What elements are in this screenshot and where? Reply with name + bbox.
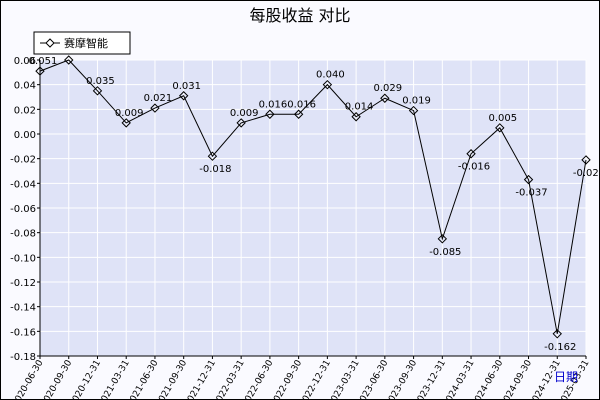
- data-point-marker: [322, 79, 333, 90]
- data-label: 0.019: [402, 96, 431, 107]
- x-axis-date-label: 日期: [554, 370, 578, 384]
- y-tick-label: -0.14: [10, 303, 36, 314]
- data-point-marker: [466, 149, 476, 159]
- data-point-marker: [351, 112, 361, 122]
- y-tick-label: -0.18: [10, 352, 36, 363]
- data-point-marker: [293, 109, 304, 119]
- y-tick-label: -0.08: [10, 229, 36, 240]
- y-tick-label: -0.10: [10, 253, 36, 264]
- data-label: 0.009: [115, 108, 144, 119]
- data-point-marker: [64, 55, 74, 65]
- data-point-marker: [552, 329, 562, 339]
- y-tick-label: -0.12: [10, 278, 36, 289]
- data-label: -0.021: [573, 168, 600, 179]
- y-tick-label: -0.02: [10, 155, 36, 166]
- data-label: 0.005: [488, 113, 517, 124]
- data-label: 0.016: [287, 99, 316, 110]
- data-label: 0.051: [29, 56, 58, 67]
- data-label: 0.029: [374, 83, 403, 94]
- data-label: 0.031: [172, 81, 201, 92]
- y-tick-label: -0.16: [10, 327, 36, 338]
- data-label: -0.162: [544, 342, 576, 353]
- data-label: 0.014: [345, 102, 374, 113]
- data-point-marker: [265, 109, 275, 119]
- data-point-marker: [35, 66, 45, 76]
- legend-box: [33, 31, 131, 55]
- legend-label: 赛摩智能: [64, 36, 108, 50]
- series-line: [39, 59, 587, 334]
- data-label: -0.018: [199, 164, 231, 175]
- y-tick-label: -0.06: [10, 204, 36, 215]
- data-point-marker: [92, 86, 103, 96]
- data-point-marker: [495, 123, 505, 133]
- data-label: -0.016: [458, 162, 490, 173]
- data-point-marker: [178, 91, 189, 101]
- data-label: 0.035: [86, 76, 115, 87]
- data-label: 0.021: [144, 93, 173, 104]
- data-point-marker: [121, 118, 131, 128]
- legend-marker-icon: [45, 38, 55, 48]
- data-label: -0.085: [429, 247, 461, 258]
- y-tick-label: 0.02: [14, 105, 36, 116]
- data-point-marker: [408, 105, 419, 116]
- data-point-marker: [437, 234, 448, 244]
- x-tick-label: 2020-06-30: [11, 358, 46, 400]
- data-label: 0.016: [259, 99, 288, 110]
- data-point-marker: [207, 151, 218, 161]
- data-label: -0.037: [515, 188, 547, 199]
- y-tick-label: 0.04: [14, 81, 36, 92]
- data-point-marker: [150, 103, 160, 113]
- y-tick-label: -0.04: [10, 179, 36, 190]
- data-label: 0.040: [316, 70, 345, 81]
- data-label: 0.009: [230, 108, 259, 119]
- chart-title: 每股收益 对比: [249, 6, 350, 25]
- data-point-marker: [380, 93, 390, 103]
- data-point-marker: [236, 118, 246, 128]
- data-point-marker: [523, 174, 534, 185]
- data-point-marker: [581, 155, 591, 165]
- y-tick-label: 0.00: [14, 130, 36, 141]
- y-tick-label: 0.06: [14, 56, 36, 67]
